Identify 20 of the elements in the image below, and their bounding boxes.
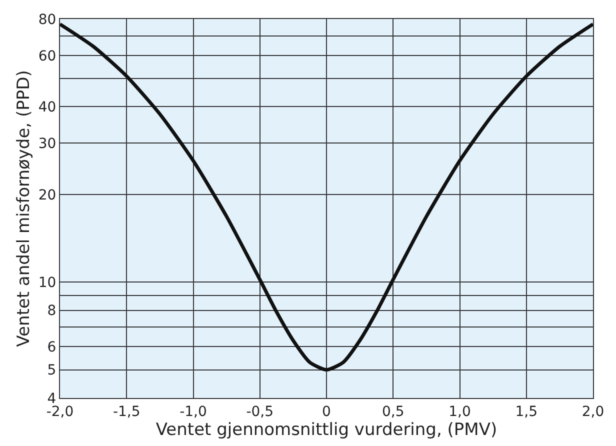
y-axis-title: Ventet andel misfornøyde, (PPD) xyxy=(14,70,34,347)
y-tick-label: 40 xyxy=(38,100,56,116)
x-axis-title: Ventet gjennomsnittlig vurdering, (PMV) xyxy=(156,420,498,440)
y-tick-label: 80 xyxy=(38,12,56,28)
y-tick-label: 8 xyxy=(47,303,56,320)
y-tick-label: 10 xyxy=(38,274,56,291)
x-tick-label: 0,5 xyxy=(382,404,404,420)
x-tick-label: 1,0 xyxy=(448,404,471,420)
x-tick-label: -1,5 xyxy=(112,404,140,420)
x-tick-label: -0,5 xyxy=(246,404,274,420)
x-tick-label: 1,5 xyxy=(515,404,538,420)
line-series xyxy=(60,22,593,372)
y-tick-label: 5 xyxy=(47,362,56,379)
y-tick-label: 20 xyxy=(38,187,56,204)
x-tick-label: 2,0 xyxy=(582,404,604,420)
y-tick-label: 30 xyxy=(38,136,56,152)
x-tick-label: 0 xyxy=(322,404,331,420)
y-tick-label: 6 xyxy=(47,340,56,356)
y-tick-label: 60 xyxy=(38,48,56,64)
x-tick-label: -1,0 xyxy=(180,404,207,420)
